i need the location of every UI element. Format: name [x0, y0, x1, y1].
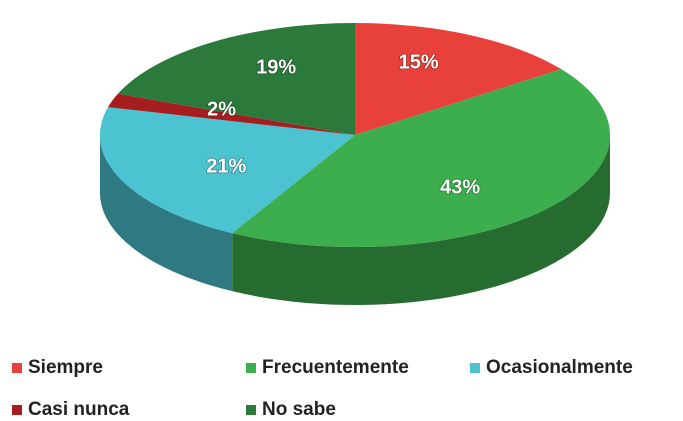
legend-label: Frecuentemente: [262, 357, 409, 378]
data-label: 2%: [207, 98, 236, 120]
pie-side: [100, 135, 233, 292]
data-label: 15%: [399, 51, 439, 73]
pie-slice: [108, 93, 355, 135]
legend-label: Ocasionalmente: [486, 357, 633, 378]
legend-swatch: [246, 363, 256, 373]
legend-swatch: [470, 363, 480, 373]
legend-label: Siempre: [28, 357, 103, 378]
legend-swatch: [246, 405, 256, 415]
legend-label: Casi nunca: [28, 399, 130, 420]
legend-swatch: [12, 405, 22, 415]
data-label: 21%: [206, 155, 246, 177]
data-label: 43%: [440, 177, 480, 199]
pie-slice: [100, 107, 355, 234]
pie-side: [232, 135, 610, 305]
legend-label: No sabe: [262, 399, 336, 420]
pie-slice: [355, 23, 562, 135]
pie-slice: [117, 23, 355, 135]
legend-swatch: [12, 363, 22, 373]
pie-slice: [232, 69, 611, 248]
data-label: 19%: [256, 57, 296, 79]
